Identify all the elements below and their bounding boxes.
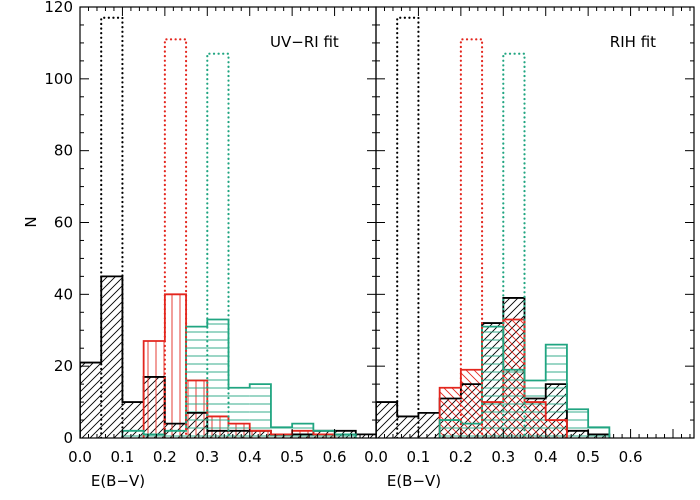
panel-left: 0.0 0.1 0.2 0.3 0.4 0.5 0.6 0 20 40 60 80 100 120 UV−R…	[44, 0, 377, 466]
x-tick-label: 0.0	[364, 448, 388, 466]
bar-green-hatch	[228, 387, 250, 438]
bar-red-hatch	[460, 369, 483, 438]
series-green-dotted-outline	[206, 52, 230, 438]
panel-label: RIH fit	[610, 33, 656, 51]
x-axis-label-left: E(B−V)	[91, 472, 145, 490]
bar-red-hatch	[143, 341, 165, 438]
x-tick-label: 0.6	[323, 448, 347, 466]
bar-green-hatch	[334, 434, 356, 438]
bar-green-hatch	[143, 434, 165, 438]
bar-black-hatch	[376, 402, 398, 438]
x-tick-label: 0.2	[449, 448, 473, 466]
bar-green-hatch	[524, 380, 546, 438]
bar-green-hatch	[122, 430, 144, 438]
bar-black-hatch	[80, 362, 102, 438]
y-tick-label: 20	[54, 357, 73, 375]
x-tick-label: 0.3	[195, 448, 219, 466]
series-green-solid-outline	[121, 318, 357, 438]
x-tick-label: 0.3	[491, 448, 515, 466]
series-green-dotted-outline	[502, 52, 526, 438]
y-tick-label: 120	[44, 0, 73, 16]
x-tick-label: 0.5	[576, 448, 600, 466]
bar-green-hatch	[186, 326, 208, 438]
y-tick-label: 0	[63, 429, 73, 447]
x-tick-label: 0.1	[407, 448, 431, 466]
hatch-layer	[80, 276, 376, 438]
x-tick-label: 0.1	[111, 448, 135, 466]
bar-green-hatch	[270, 427, 293, 438]
series-red-dotted-outline	[459, 38, 484, 438]
series-black-dotted-outline	[396, 16, 420, 438]
y-tick-label: 40	[54, 285, 73, 303]
bar-green-hatch	[439, 420, 461, 438]
bar-green-hatch	[566, 409, 589, 438]
panel-frame	[375, 6, 695, 439]
bar-red-hatch	[164, 294, 187, 438]
y-tick-label: 60	[54, 214, 73, 232]
series-black-solid-outline	[376, 297, 611, 438]
x-tick-label: 0.4	[534, 448, 558, 466]
series-red-solid-outline	[142, 293, 336, 438]
plot-area	[376, 16, 611, 438]
x-tick-label: 0.2	[153, 448, 177, 466]
x-tick-label: 0.4	[238, 448, 262, 466]
bar-green-hatch	[588, 427, 610, 438]
hatch-layer	[376, 297, 610, 438]
series-red-dotted-outline	[163, 38, 188, 438]
bar-black-hatch	[418, 412, 440, 438]
bar-black-hatch	[355, 434, 376, 438]
panel-label: UV−RI fit	[270, 33, 339, 51]
outline-layer	[376, 16, 611, 438]
bar-green-hatch	[545, 344, 567, 438]
bar-green-hatch	[482, 326, 504, 438]
bar-green-hatch	[503, 369, 525, 438]
x-tick-label: 0.6	[619, 448, 643, 466]
panel-right: 0.0 0.1 0.2 0.3 0.4 0.5 0.6 RIH fit	[364, 6, 695, 466]
bar-black-hatch	[122, 402, 144, 438]
y-tick-label: 100	[44, 70, 73, 88]
outline-layer	[80, 16, 376, 438]
plot-area	[80, 16, 376, 438]
x-tick-label: 0.5	[280, 448, 304, 466]
bar-green-hatch	[164, 430, 187, 438]
x-axis-label-right: E(B−V)	[387, 472, 441, 490]
bar-black-hatch	[397, 416, 419, 438]
x-tick-label: 0.0	[68, 448, 92, 466]
bar-green-hatch	[207, 319, 229, 438]
y-axis-label: N	[22, 216, 40, 227]
bar-green-hatch	[460, 423, 483, 438]
bar-black-hatch	[101, 276, 123, 438]
y-tick-label: 80	[54, 142, 73, 160]
bar-green-hatch	[249, 384, 271, 438]
